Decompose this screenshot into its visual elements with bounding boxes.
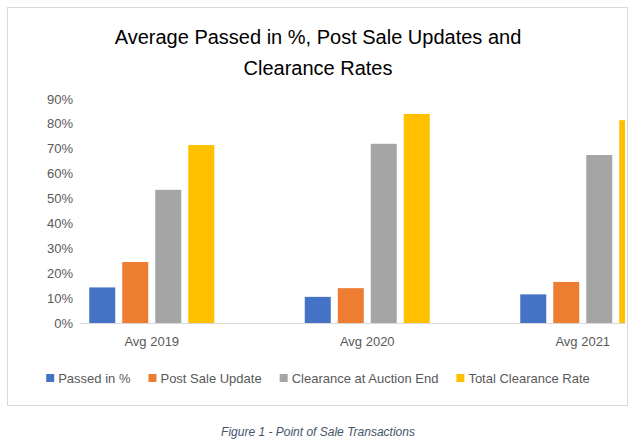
chart-title: Average Passed in %, Post Sale Updates a… <box>98 22 538 84</box>
bar <box>404 114 430 323</box>
bar <box>619 120 625 323</box>
y-tick-label: 80% <box>47 116 73 131</box>
bars <box>89 114 625 323</box>
page: 0% 10% 20% 30% 40% 50% 60% 70% 80% 90% Avg 2019 Avg… <box>0 0 640 443</box>
bar <box>89 287 115 323</box>
legend-label: Total Clearance Rate <box>468 371 589 386</box>
legend-label: Post Sale Update <box>160 371 261 386</box>
x-axis-line <box>80 323 625 324</box>
y-tick-label: 10% <box>47 291 73 306</box>
bar <box>338 288 364 323</box>
y-tick-label: 20% <box>47 266 73 281</box>
y-tick-label: 40% <box>47 216 73 231</box>
bar <box>155 190 181 323</box>
x-tick-label: Avg 2019 <box>124 334 179 349</box>
legend-label: Passed in % <box>58 371 131 386</box>
x-tick-label: Avg 2020 <box>340 334 395 349</box>
legend-swatch <box>280 374 288 382</box>
y-tick-label: 0% <box>54 316 73 331</box>
y-tick-label: 50% <box>47 191 73 206</box>
chart-frame <box>8 8 628 406</box>
bar <box>586 155 612 323</box>
y-tick-label: 70% <box>47 141 73 156</box>
y-tick-label: 30% <box>47 241 73 256</box>
bar <box>371 144 397 323</box>
bar <box>305 297 331 323</box>
legend: Passed in % Post Sale Update Clearance at … <box>46 371 590 386</box>
legend-swatch <box>456 374 464 382</box>
bar <box>553 282 579 323</box>
bar <box>188 145 214 323</box>
bar <box>122 262 148 323</box>
legend-swatch <box>46 374 54 382</box>
legend-swatch <box>148 374 156 382</box>
bar <box>520 294 546 323</box>
y-tick-label: 90% <box>47 92 73 107</box>
legend-label: Clearance at Auction End <box>292 371 439 386</box>
y-tick-label: 60% <box>47 166 73 181</box>
caption: Figure 1 - Point of Sale Transactions <box>221 425 415 439</box>
x-tick-label: Avg 2021 <box>555 334 610 349</box>
